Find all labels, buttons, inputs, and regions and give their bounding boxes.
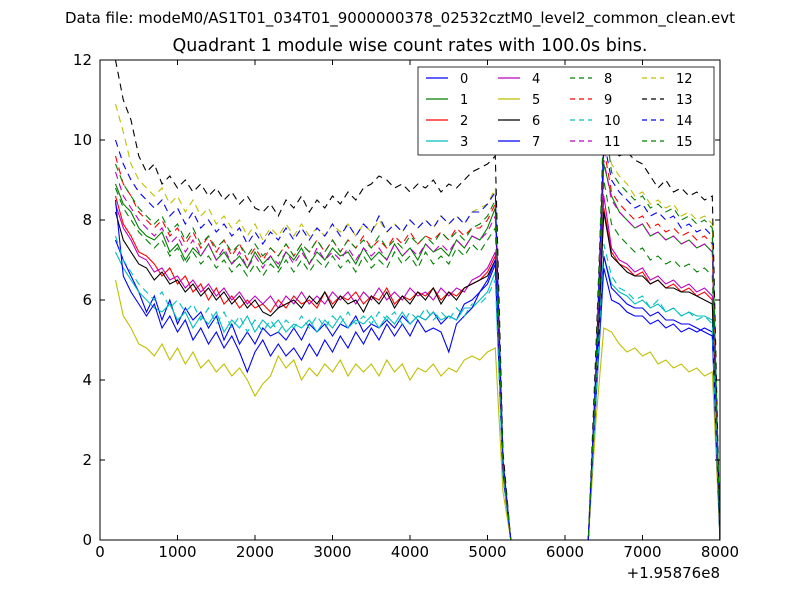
chart-title: Quadrant 1 module wise count rates with …: [172, 36, 648, 56]
series-line-10: [114, 235, 720, 540]
legend-label-1: 1: [460, 93, 468, 108]
x-tick-label: 2000: [236, 543, 274, 561]
series-line-12: [114, 103, 720, 540]
legend-label-0: 0: [460, 72, 468, 87]
legend-label-4: 4: [532, 72, 540, 87]
y-tick-label: 10: [73, 131, 92, 149]
x-tick-label: 4000: [391, 543, 429, 561]
x-tick-label: 7000: [623, 543, 661, 561]
legend-box: [417, 66, 715, 156]
y-tick-label: 0: [82, 531, 92, 549]
y-tick-label: 6: [82, 291, 92, 309]
legend-label-14: 14: [676, 114, 693, 129]
series-line-8: [114, 179, 720, 540]
legend-label-2: 2: [460, 114, 468, 129]
legend-label-5: 5: [532, 93, 540, 108]
series-line-9: [114, 147, 720, 540]
series-line-1: [114, 163, 720, 540]
legend-label-6: 6: [532, 114, 540, 129]
y-tick-label: 4: [82, 371, 92, 389]
legend-label-15: 15: [676, 135, 693, 150]
series-line-6: [114, 211, 720, 540]
y-tick-label: 2: [82, 451, 92, 469]
data-file-caption: Data file: modeM0/AS1T01_034T01_90000003…: [64, 9, 736, 27]
legend-label-9: 9: [604, 93, 612, 108]
series-line-5: [114, 279, 720, 540]
legend-label-8: 8: [604, 72, 612, 87]
y-tick-label: 12: [73, 51, 92, 69]
legend-label-12: 12: [676, 72, 693, 87]
series-line-4: [114, 195, 720, 540]
axis-ticks: 0 1000 2000 3000 4000 5000 6000 7000 80000246810…: [73, 51, 739, 561]
series-line-13: [114, 60, 720, 540]
x-tick-label: 1000: [158, 543, 196, 561]
legend-label-11: 11: [604, 135, 621, 150]
y-tick-label: 8: [82, 211, 92, 229]
series-line-0: [114, 239, 720, 540]
x-tick-label: 3000: [313, 543, 351, 561]
series-line-7: [114, 199, 720, 540]
series-line-14: [114, 139, 720, 540]
series-line-11: [114, 159, 720, 540]
series-layer: [114, 60, 720, 540]
x-tick-label: 6000: [546, 543, 584, 561]
legend-label-10: 10: [604, 114, 621, 129]
legend-label-7: 7: [532, 135, 540, 150]
x-offset-label: +1.95876e8: [627, 564, 720, 582]
series-line-3: [115, 251, 720, 540]
legend-label-3: 3: [460, 135, 468, 150]
x-tick-label: 0: [95, 543, 105, 561]
x-tick-label: 8000: [701, 543, 739, 561]
legend-label-13: 13: [676, 93, 693, 108]
x-tick-label: 5000: [468, 543, 506, 561]
series-line-15: [114, 111, 720, 540]
